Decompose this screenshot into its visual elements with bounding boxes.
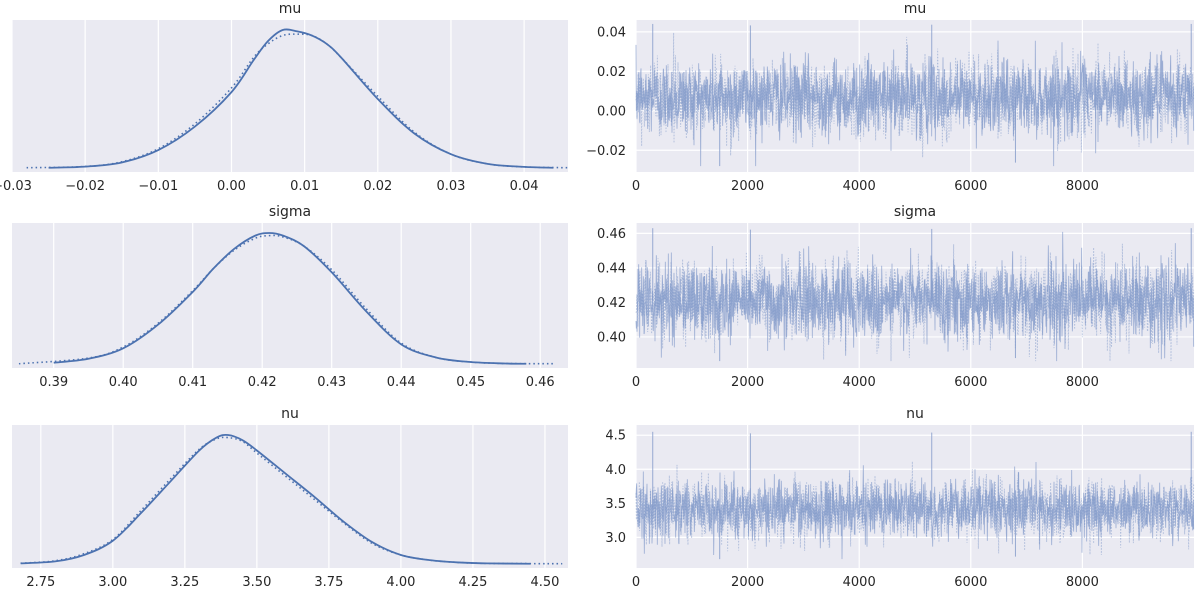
x-tick-label: 0 xyxy=(632,575,640,590)
x-tick-label: 0.42 xyxy=(248,375,277,390)
y-tick-label: 4.0 xyxy=(605,463,626,478)
plot-area xyxy=(12,425,568,568)
x-tick-label: 0.46 xyxy=(526,375,555,390)
x-tick-label: 6000 xyxy=(954,179,987,194)
panel-title: sigma xyxy=(894,204,936,220)
x-tick-label: 0.40 xyxy=(109,375,138,390)
panel-4: 0 2000 4000 6000 8000 0.40 0.42 0.44 0.46 sigma xyxy=(597,204,1195,390)
trace-chain-2 xyxy=(635,243,1195,362)
x-tick-label: 0.39 xyxy=(39,375,68,390)
x-tick-label: 4000 xyxy=(843,575,876,590)
panel-title: mu xyxy=(904,1,927,17)
density-curve-dotted xyxy=(18,234,555,365)
x-tick-label: 0.02 xyxy=(363,179,392,194)
x-tick-label: 2000 xyxy=(731,179,764,194)
panel-5: 2.75 3.00 3.25 3.50 3.75 4.00 4.25 4.50 nu xyxy=(12,406,568,590)
x-tick-label: 2.75 xyxy=(26,575,55,590)
x-tick-label: −0.03 xyxy=(0,179,32,194)
x-tick-label: 0.01 xyxy=(290,179,319,194)
density-curve-dotted xyxy=(26,33,569,169)
x-tick-label: 8000 xyxy=(1066,575,1099,590)
x-tick-label: 4.00 xyxy=(386,575,415,590)
trace-chain-2 xyxy=(635,32,1195,158)
x-tick-label: 6000 xyxy=(954,375,987,390)
panel-title: mu xyxy=(279,1,302,17)
y-tick-label: 3.5 xyxy=(605,497,626,512)
panel-2: 0 2000 4000 6000 8000 −0.02 0.00 0.02 0.04 mu xyxy=(586,1,1195,194)
x-tick-label: 0 xyxy=(632,179,640,194)
x-tick-label: 0.03 xyxy=(436,179,465,194)
x-tick-label: 8000 xyxy=(1066,375,1099,390)
x-tick-label: 2000 xyxy=(731,575,764,590)
trace-chain-2 xyxy=(635,461,1195,555)
y-tick-label: 0.40 xyxy=(597,330,626,345)
x-tick-label: 3.25 xyxy=(170,575,199,590)
panel-title: nu xyxy=(906,406,924,422)
panel-1: −0.03 −0.02 −0.01 0.00 0.01 0.02 0.03 0.04 mu xyxy=(0,1,569,194)
x-tick-label: 0.44 xyxy=(387,375,416,390)
x-tick-label: 4000 xyxy=(843,375,876,390)
x-tick-label: 2000 xyxy=(731,375,764,390)
y-tick-label: 0.00 xyxy=(597,104,626,119)
density-curve-solid xyxy=(53,232,527,365)
x-tick-label: 4.50 xyxy=(530,575,559,590)
x-tick-label: −0.01 xyxy=(138,179,178,194)
plot-area xyxy=(12,223,568,368)
y-tick-label: 0.04 xyxy=(597,25,626,40)
y-tick-label: 4.5 xyxy=(605,429,626,444)
x-tick-label: 3.75 xyxy=(314,575,343,590)
y-tick-label: 3.0 xyxy=(605,531,626,546)
x-tick-label: 0.00 xyxy=(217,179,246,194)
panel-6: 0 2000 4000 6000 8000 3.0 3.5 4.0 4.5 nu xyxy=(605,406,1195,590)
x-tick-label: 0.45 xyxy=(456,375,485,390)
x-tick-label: 3.50 xyxy=(242,575,271,590)
x-tick-label: 0.04 xyxy=(510,179,539,194)
x-tick-label: 4000 xyxy=(843,179,876,194)
x-tick-label: 0.43 xyxy=(317,375,346,390)
y-tick-label: 0.02 xyxy=(597,65,626,80)
x-tick-label: 3.00 xyxy=(98,575,127,590)
y-tick-label: 0.46 xyxy=(597,227,626,242)
panel-title: nu xyxy=(281,406,299,422)
x-tick-label: 6000 xyxy=(954,575,987,590)
x-tick-label: −0.02 xyxy=(65,179,105,194)
y-tick-label: 0.44 xyxy=(597,261,626,276)
x-tick-label: 0 xyxy=(632,375,640,390)
x-tick-label: 4.25 xyxy=(458,575,487,590)
y-tick-label: 0.42 xyxy=(597,296,626,311)
plot-area xyxy=(12,20,568,172)
panel-title: sigma xyxy=(269,204,311,220)
x-tick-label: 0.41 xyxy=(178,375,207,390)
panel-3: 0.39 0.40 0.41 0.42 0.43 0.44 0.45 0.46 sigma xyxy=(12,204,568,390)
x-tick-label: 8000 xyxy=(1066,179,1099,194)
y-tick-label: −0.02 xyxy=(586,144,626,159)
